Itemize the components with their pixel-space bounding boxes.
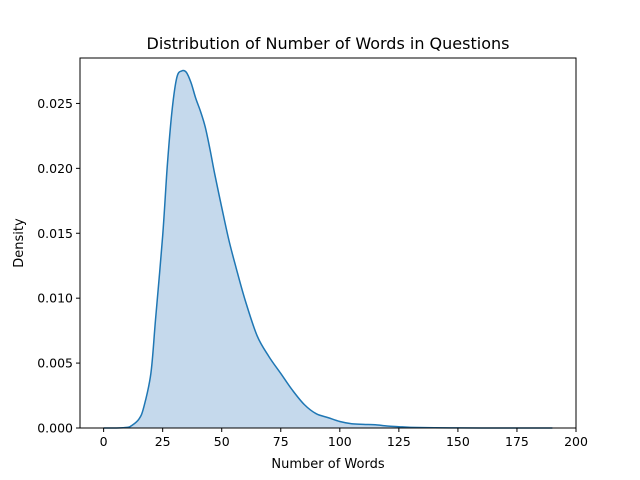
x-tick-label: 150 bbox=[446, 434, 470, 449]
y-tick-label: 0.000 bbox=[37, 421, 73, 436]
x-tick-label: 50 bbox=[214, 434, 230, 449]
x-tick-label: 175 bbox=[505, 434, 529, 449]
y-tick-label: 0.010 bbox=[37, 291, 73, 306]
y-axis-label: Density bbox=[12, 218, 27, 268]
density-curve bbox=[103, 69, 553, 429]
chart-title: Distribution of Number of Words in Quest… bbox=[147, 34, 510, 53]
x-tick-label: 0 bbox=[100, 434, 108, 449]
y-tick-label: 0.005 bbox=[37, 356, 73, 371]
y-tick-label: 0.025 bbox=[37, 96, 73, 111]
x-tick-label: 125 bbox=[387, 434, 411, 449]
y-tick-label: 0.015 bbox=[37, 226, 73, 241]
plot-frame bbox=[79, 57, 577, 429]
x-tick-label: 100 bbox=[328, 434, 352, 449]
x-tick-label: 200 bbox=[564, 434, 588, 449]
plot-area: 0 25 50 75 100 125 150 175 200 0.000 0.005 0.010 0.0… bbox=[37, 57, 588, 449]
y-tick-label: 0.020 bbox=[37, 161, 73, 176]
x-tick-label: 75 bbox=[273, 434, 289, 449]
density-fill-area bbox=[103, 70, 553, 428]
x-axis-label: Number of Words bbox=[271, 457, 384, 472]
x-tick-label: 25 bbox=[155, 434, 171, 449]
